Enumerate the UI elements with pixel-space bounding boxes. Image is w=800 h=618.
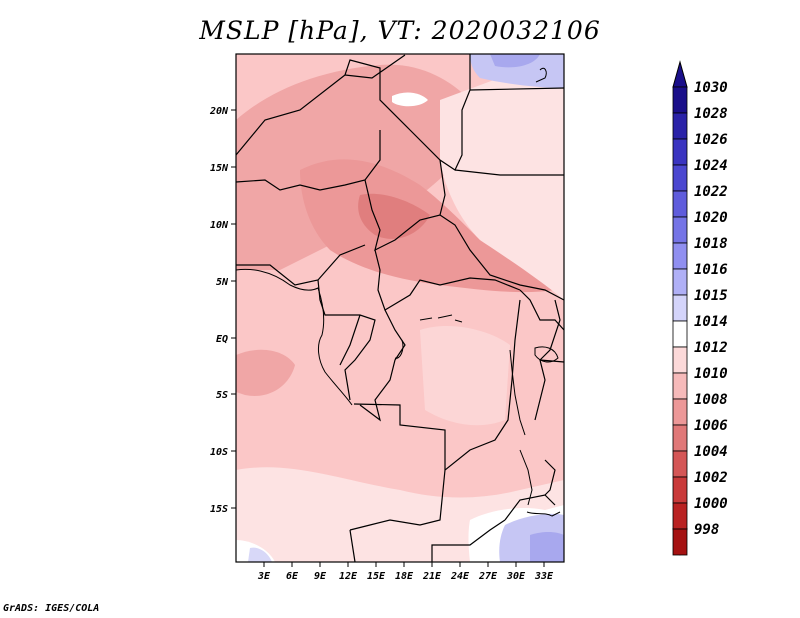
colorbar-label: 1006 bbox=[694, 418, 728, 434]
colorbar-label: 1000 bbox=[694, 496, 728, 512]
colorbar-segment bbox=[672, 216, 688, 244]
colorbar-label: 1004 bbox=[694, 444, 728, 460]
lat-label: EQ bbox=[216, 334, 228, 345]
lat-label: 15S bbox=[210, 504, 228, 515]
colorbar-segment bbox=[672, 190, 688, 218]
colorbar-segment bbox=[672, 528, 688, 556]
colorbar-label: 1030 bbox=[694, 80, 728, 96]
colorbar-label: 1022 bbox=[694, 184, 728, 200]
map-panel bbox=[235, 53, 565, 563]
high-se-core bbox=[530, 531, 564, 562]
lat-label: 10N bbox=[210, 220, 229, 231]
colorbar-segment bbox=[672, 138, 688, 166]
colorbar-label: 1020 bbox=[694, 210, 728, 226]
colorbar-label: 1015 bbox=[694, 288, 728, 304]
lat-label: 20N bbox=[209, 106, 229, 117]
colorbar-label: 1028 bbox=[694, 106, 728, 122]
colorbar-segment bbox=[672, 476, 688, 504]
high-ne-core bbox=[490, 54, 540, 68]
colorbar-segment bbox=[672, 164, 688, 192]
lon-label: 6E bbox=[286, 571, 299, 582]
colorbar-label: 1014 bbox=[694, 314, 728, 330]
lon-label: 15E bbox=[367, 571, 386, 582]
colorbar: 1030 1028 1026 1024 1022 1020 1018 1016 1015 1014… bbox=[672, 60, 728, 556]
map-title: MSLP [hPa], VT: 2020032106 bbox=[199, 16, 601, 45]
colorbar-segment bbox=[672, 294, 688, 322]
white-patch-north bbox=[392, 92, 428, 107]
lat-label: 10S bbox=[210, 447, 228, 458]
lat-label: 5S bbox=[216, 390, 228, 401]
grads-credit: GrADS: IGES/COLA bbox=[3, 603, 100, 614]
lat-label: 15N bbox=[210, 163, 229, 174]
lon-label: 9E bbox=[314, 571, 327, 582]
lon-label: 30E bbox=[506, 571, 526, 582]
map-frame bbox=[235, 53, 565, 563]
colorbar-segment bbox=[672, 424, 688, 452]
colorbar-segment bbox=[672, 86, 688, 114]
colorbar-label: 1012 bbox=[694, 340, 728, 356]
lon-axis: 3E 6E 9E 12E 15E 18E 21E 24E 27E 30E 33E bbox=[257, 562, 554, 582]
colorbar-label: 1002 bbox=[694, 470, 728, 486]
colorbar-segment bbox=[672, 346, 688, 374]
coastlines bbox=[235, 67, 561, 517]
low-pressure-central bbox=[300, 159, 555, 293]
colorbar-top-cap bbox=[672, 60, 688, 88]
lon-label: 12E bbox=[339, 571, 358, 582]
colorbar-label: 1024 bbox=[694, 158, 728, 174]
colorbar-label: 998 bbox=[694, 522, 719, 538]
lon-label: 27E bbox=[478, 571, 498, 582]
colorbar-segment bbox=[672, 502, 688, 530]
colorbar-segment bbox=[672, 320, 688, 348]
colorbar-label: 1008 bbox=[694, 392, 728, 408]
colorbar-label: 1026 bbox=[694, 132, 728, 148]
lat-axis: 20N 15N 10N 5N EQ 5S 10S 15S bbox=[209, 106, 236, 515]
colorbar-segment bbox=[672, 268, 688, 296]
low-pressure-core bbox=[358, 193, 430, 239]
colorbar-segment bbox=[672, 112, 688, 140]
colorbar-segment bbox=[672, 398, 688, 426]
lon-label: 18E bbox=[395, 571, 414, 582]
lon-label: 33E bbox=[534, 571, 554, 582]
light-ne-area bbox=[440, 54, 564, 300]
atlantic-spot bbox=[236, 349, 295, 396]
colorbar-label: 1010 bbox=[694, 366, 728, 382]
congo-area bbox=[420, 325, 510, 426]
colorbar-label: 1018 bbox=[694, 236, 728, 252]
colorbar-label: 1016 bbox=[694, 262, 728, 278]
colorbar-segment bbox=[672, 450, 688, 478]
colorbar-segment bbox=[672, 242, 688, 270]
lat-label: 5N bbox=[216, 277, 229, 288]
lon-label: 24E bbox=[450, 571, 470, 582]
colorbar-segment bbox=[672, 372, 688, 400]
lon-label: 21E bbox=[422, 571, 442, 582]
lon-label: 3E bbox=[257, 571, 271, 582]
high-sw-corner bbox=[248, 547, 272, 562]
